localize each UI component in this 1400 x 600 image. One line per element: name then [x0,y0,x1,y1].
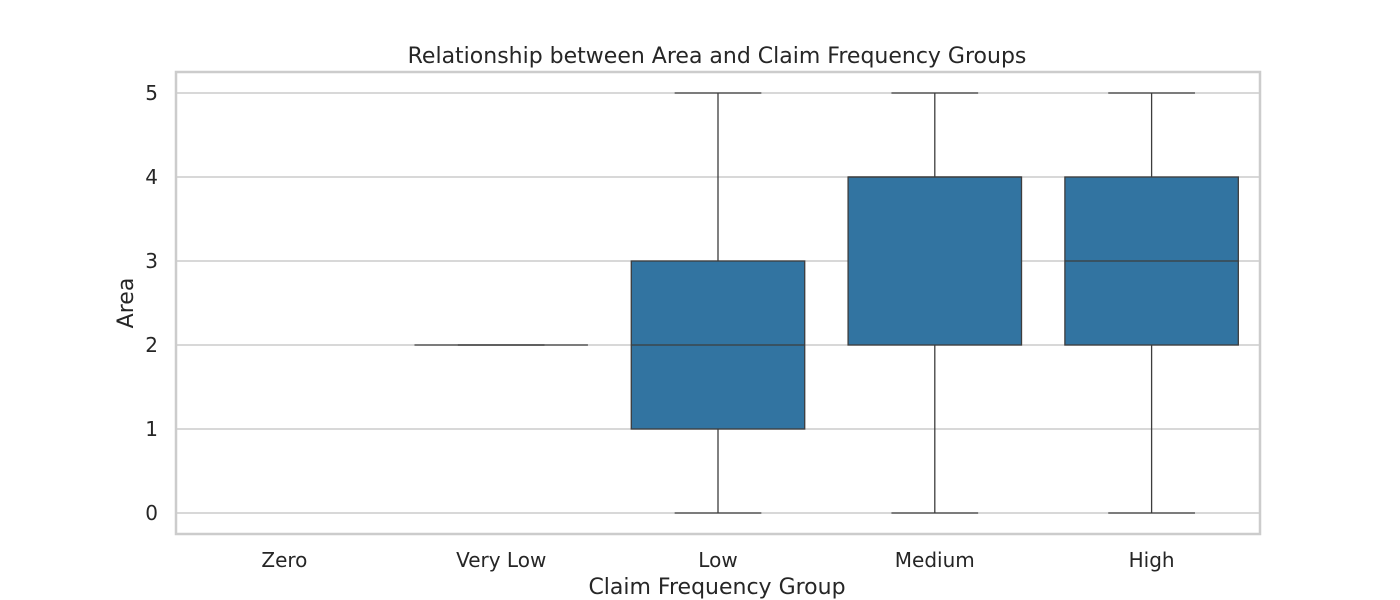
box-high [1064,92,1239,514]
box-medium [847,92,1023,514]
x-tick-label: High [1129,548,1175,572]
y-tick-label: 3 [145,249,158,273]
y-tick-label: 0 [145,501,158,525]
x-tick-label: Medium [895,548,975,572]
box-low [630,92,806,514]
x-tick-label: Very Low [456,548,546,572]
y-tick-label: 1 [145,417,158,441]
x-tick-labels: Zero Very Low Low Medium High [261,548,1174,572]
x-axis-label: Claim Frequency Group [588,575,845,600]
y-tick-label: 5 [145,81,158,105]
x-tick-label: Zero [261,548,307,572]
iqr-box [847,176,1023,346]
x-tick-label: Low [698,548,737,572]
chart-title: Relationship between Area and Claim Freq… [408,44,1027,69]
y-tick-labels: 0 1 2 3 4 5 [145,81,158,525]
plot-frame [174,70,1262,536]
boxes [414,92,1239,514]
y-tick-label: 4 [145,165,158,189]
y-axis-label: Area [114,278,139,329]
y-tick-label: 2 [145,333,158,357]
